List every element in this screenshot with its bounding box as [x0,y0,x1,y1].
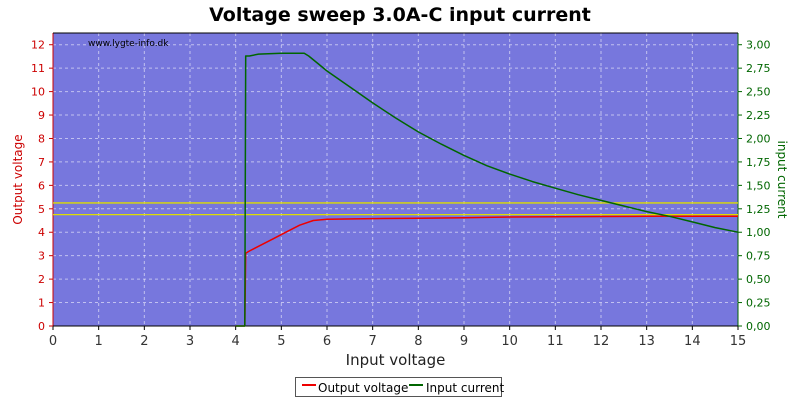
x-tick-label: 5 [277,334,285,349]
x-tick-label: 11 [547,334,564,349]
y-right-tick-label: 0,00 [746,320,771,333]
y-right-tick-label: 1,50 [746,179,771,192]
x-tick-label: 3 [186,334,194,349]
y-right-tick-label: 1,00 [746,226,771,239]
y-right-axis-label: input current [775,141,789,219]
y-right-tick-label: 2,00 [746,132,771,145]
x-tick-label: 1 [95,334,103,349]
y-right-tick-label: 1,75 [746,156,771,169]
series-line-input-current [235,52,739,327]
legend-swatch-output-voltage [302,384,316,386]
x-tick-label: 15 [730,334,747,349]
y-right-tick-label: 3,00 [746,39,771,52]
y-right-tick-label: 1,25 [746,203,771,216]
y-left-tick-label: 8 [38,132,45,145]
y-left-tick-label: 2 [38,273,45,286]
x-axis-label: Input voltage [346,351,446,369]
x-tick-label: 13 [638,334,655,349]
legend: Output voltage Input current [295,377,505,397]
legend-swatch-input-current [409,384,423,386]
y-right-tick-label: 2,25 [746,109,771,122]
y-left-tick-label: 7 [38,156,45,169]
y-left-axis-label: Output voltage [11,134,25,224]
y-left-tick-label: 1 [38,297,45,310]
x-tick-label: 7 [369,334,377,349]
y-left-tick-label: 11 [31,62,45,75]
plot-area [53,33,738,326]
y-left-tick-label: 10 [31,86,45,99]
y-right-tick-label: 0,25 [746,297,771,310]
chart-title: Voltage sweep 3.0A-C input current [209,4,591,26]
y-left-tick-label: 6 [38,179,45,192]
y-left-tick-label: 0 [38,320,45,333]
series-line-output-voltage [235,215,738,327]
x-tick-label: 0 [49,334,57,349]
y-right-tick-label: 0,75 [746,250,771,263]
y-left-tick-label: 12 [31,39,45,52]
y-left-tick-label: 4 [38,226,45,239]
y-left-tick-label: 3 [38,250,45,263]
x-tick-label: 9 [460,334,468,349]
legend-label-output-voltage: Output voltage [318,381,409,395]
y-right-tick-label: 0,50 [746,273,771,286]
x-tick-label: 6 [323,334,331,349]
y-right-tick-label: 2,50 [746,86,771,99]
x-tick-label: 4 [232,334,240,349]
x-tick-label: 8 [414,334,422,349]
x-tick-label: 10 [501,334,518,349]
y-right-tick-label: 2,75 [746,62,771,75]
x-tick-label: 12 [593,334,610,349]
x-tick-label: 14 [684,334,701,349]
watermark: www.lygte-info.dk [88,39,169,49]
x-tick-label: 2 [140,334,148,349]
legend-label-input-current: Input current [426,381,505,395]
y-left-tick-label: 5 [38,203,45,216]
y-left-tick-label: 9 [38,109,45,122]
